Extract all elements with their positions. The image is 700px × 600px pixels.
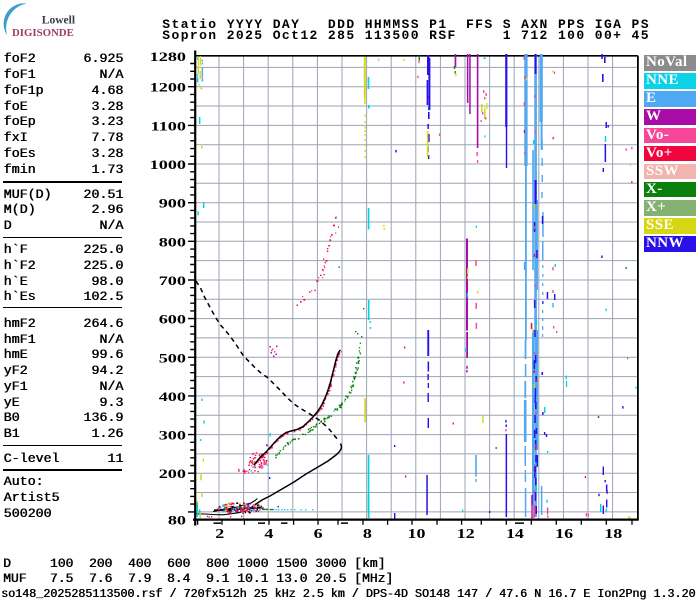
svg-text:16: 16	[555, 527, 573, 541]
svg-text:300: 300	[159, 429, 186, 443]
svg-text:400: 400	[159, 390, 186, 404]
svg-text:1280: 1280	[150, 50, 186, 64]
svg-text:80: 80	[168, 514, 186, 528]
svg-text:1200: 1200	[150, 81, 186, 95]
svg-text:200: 200	[159, 468, 186, 482]
svg-text:8: 8	[363, 527, 372, 541]
svg-text:12: 12	[457, 527, 475, 541]
svg-text:DIGISONDE: DIGISONDE	[12, 27, 74, 39]
svg-text:6: 6	[314, 527, 323, 541]
svg-text:1000: 1000	[150, 158, 186, 172]
svg-text:18: 18	[604, 527, 622, 541]
svg-text:Lowell: Lowell	[42, 14, 75, 26]
svg-text:500: 500	[159, 352, 186, 366]
svg-text:600: 600	[159, 313, 186, 327]
svg-text:4: 4	[264, 527, 273, 541]
svg-text:2: 2	[215, 527, 224, 541]
svg-text:10: 10	[408, 527, 426, 541]
svg-text:800: 800	[159, 236, 186, 250]
svg-text:900: 900	[159, 197, 186, 211]
svg-text:14: 14	[506, 527, 524, 541]
svg-text:700: 700	[159, 274, 186, 288]
svg-text:1100: 1100	[151, 120, 186, 134]
